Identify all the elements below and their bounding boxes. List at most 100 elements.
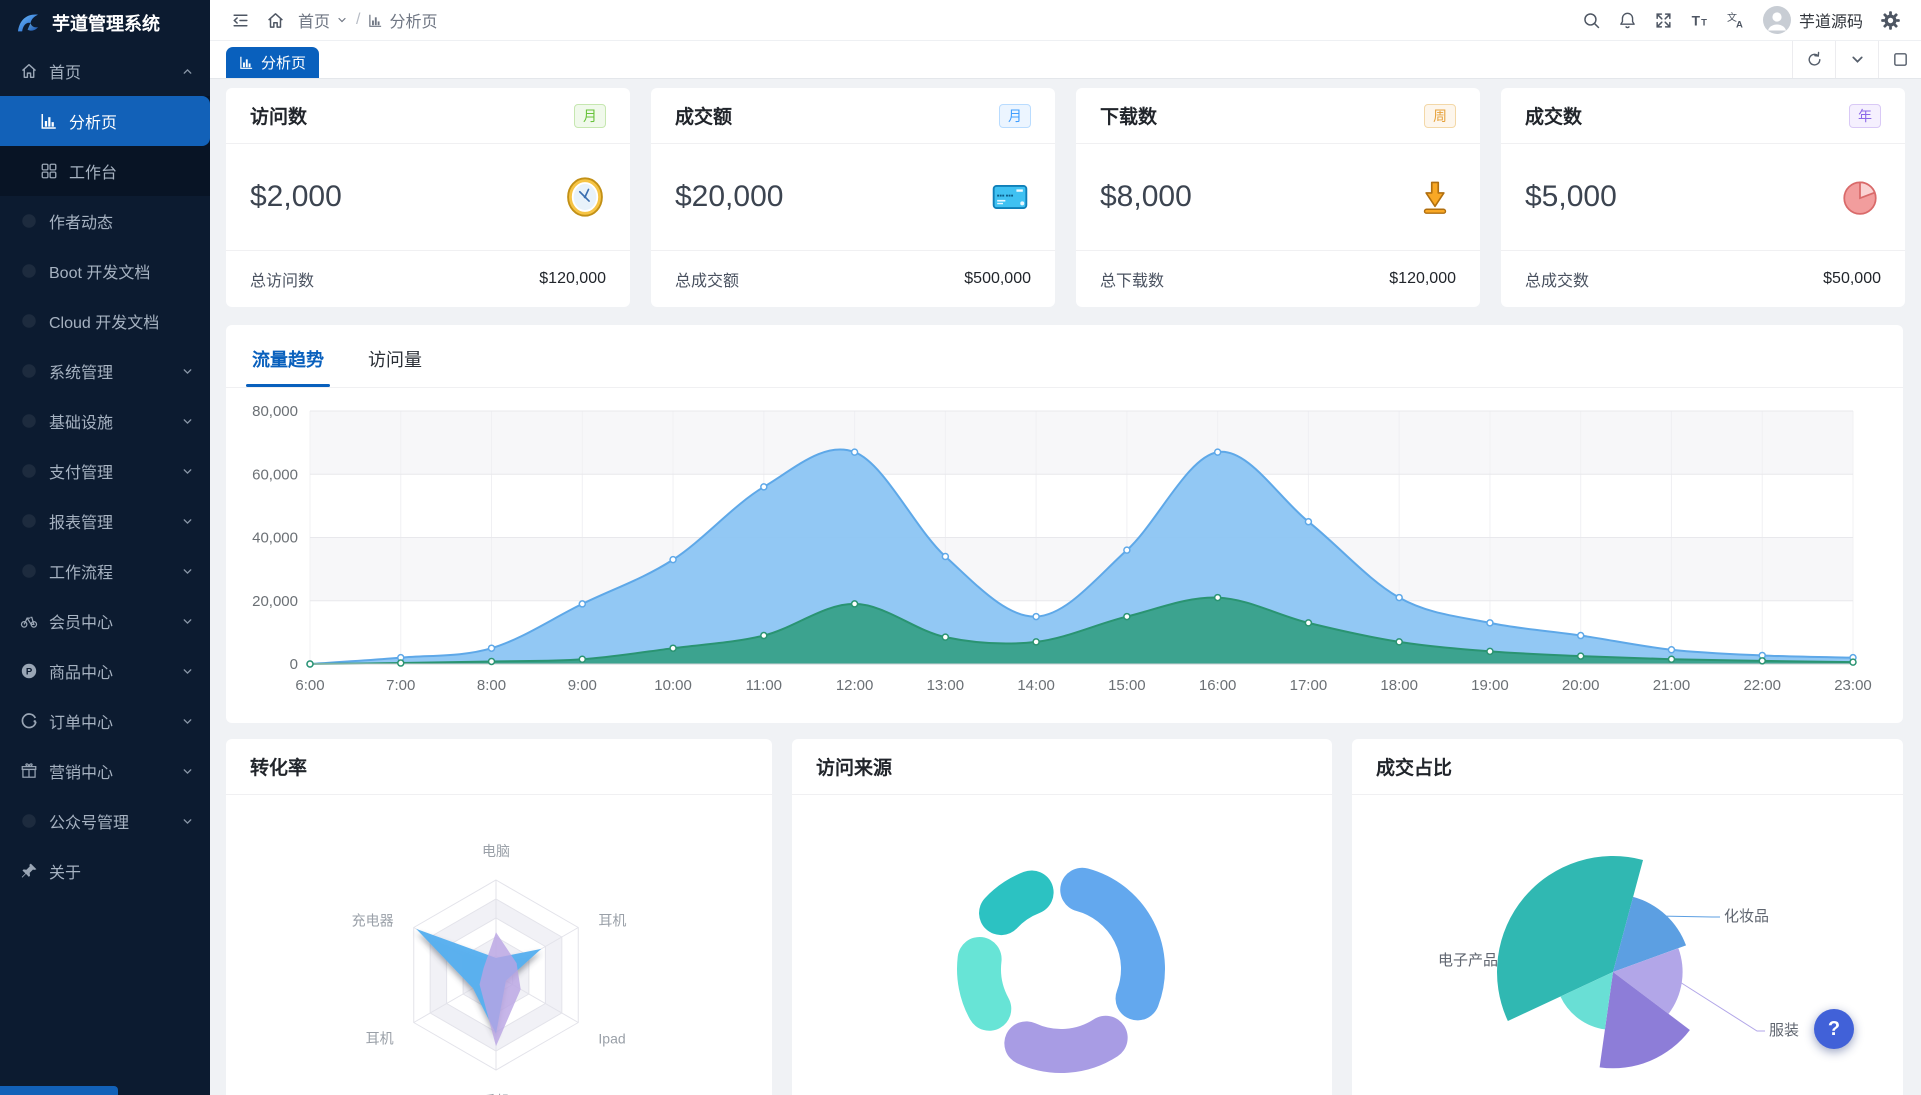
sidebar-item-label: 商品中心 bbox=[49, 665, 114, 682]
sidebar-fold-icon[interactable] bbox=[224, 4, 257, 37]
sidebar-item[interactable]: 系统管理 bbox=[0, 346, 210, 396]
tab-analysis-page[interactable]: 分析页 bbox=[226, 47, 320, 78]
sidebar-item[interactable]: 工作流程 bbox=[0, 546, 210, 596]
sidebar-subitem[interactable]: 工作台 bbox=[0, 146, 210, 196]
order-icon bbox=[20, 712, 38, 730]
maximize-icon[interactable] bbox=[1878, 41, 1921, 78]
home-icon[interactable] bbox=[259, 4, 292, 37]
app-logo[interactable]: 芋道管理系统 bbox=[0, 0, 210, 46]
sidebar-subitem[interactable]: 分析页 bbox=[0, 96, 210, 146]
sidebar-item[interactable]: 会员中心 bbox=[0, 596, 210, 646]
breadcrumb-item[interactable]: 分析页 bbox=[368, 8, 437, 32]
breadcrumb-item[interactable]: 首页 bbox=[298, 8, 348, 32]
download-icon bbox=[1414, 176, 1456, 218]
sidebar-item[interactable]: Cloud 开发文档 bbox=[0, 296, 210, 346]
sidebar-submenu: 分析页工作台 bbox=[0, 96, 210, 196]
svg-text:服装: 服装 bbox=[1769, 1022, 1799, 1039]
breadcrumb-separator: / bbox=[356, 11, 361, 28]
card-title: 转化率 bbox=[226, 739, 772, 795]
avatar bbox=[1762, 6, 1791, 34]
user-menu[interactable]: 芋道源码 bbox=[1755, 6, 1871, 34]
svg-text:12:00: 12:00 bbox=[836, 677, 874, 694]
sidebar-item[interactable]: 关于 bbox=[0, 846, 210, 896]
dot-icon bbox=[20, 212, 38, 230]
chevron-down-icon bbox=[181, 415, 194, 428]
stat-card: 成交额 月 $20,000 总成交额 $500,000 bbox=[651, 88, 1055, 307]
svg-text:耳机: 耳机 bbox=[598, 913, 626, 929]
svg-text:40,000: 40,000 bbox=[252, 530, 298, 547]
search-icon[interactable] bbox=[1575, 4, 1608, 37]
chevron-down-icon bbox=[181, 815, 194, 828]
sidebar-item-label: 公众号管理 bbox=[49, 815, 130, 832]
svg-text:P: P bbox=[26, 666, 33, 677]
sidebar-collapse-trigger[interactable] bbox=[0, 1086, 118, 1095]
sidebar-item-label: 系统管理 bbox=[49, 365, 114, 382]
sidebar-item[interactable]: 首页 bbox=[0, 46, 210, 96]
svg-text:A: A bbox=[1736, 19, 1743, 30]
sidebar-item-label: 工作流程 bbox=[49, 565, 114, 582]
sidebar-item-label: 支付管理 bbox=[49, 465, 114, 482]
chevron-down-icon bbox=[336, 14, 348, 26]
bank-card-icon bbox=[989, 176, 1031, 218]
svg-text:21:00: 21:00 bbox=[1653, 677, 1691, 694]
chevron-down-icon bbox=[181, 765, 194, 778]
sidebar-item[interactable]: 支付管理 bbox=[0, 446, 210, 496]
sidebar-item[interactable]: 作者动态 bbox=[0, 196, 210, 246]
sidebar-item-label: 营销中心 bbox=[49, 765, 114, 782]
svg-text:11:00: 11:00 bbox=[746, 677, 782, 694]
svg-text:10:00: 10:00 bbox=[654, 677, 692, 694]
sidebar-item[interactable]: 营销中心 bbox=[0, 746, 210, 796]
stat-card-title: 访问数 bbox=[250, 107, 308, 128]
user-name: 芋道源码 bbox=[1798, 14, 1863, 31]
sidebar-item-label: 首页 bbox=[49, 65, 82, 82]
sidebar-item[interactable]: 基础设施 bbox=[0, 396, 210, 446]
sidebar-item[interactable]: 报表管理 bbox=[0, 496, 210, 546]
svg-text:电子产品: 电子产品 bbox=[1438, 952, 1498, 969]
help-button[interactable]: ? bbox=[1814, 1009, 1854, 1049]
refresh-icon[interactable] bbox=[1792, 41, 1835, 78]
period-badge: 周 bbox=[1424, 103, 1456, 128]
chevron-down-icon[interactable] bbox=[1835, 41, 1878, 78]
dot-icon bbox=[20, 812, 38, 830]
stat-card: 访问数 月 $2,000 总访问数 $120,000 bbox=[226, 88, 630, 307]
sidebar-item[interactable]: Boot 开发文档 bbox=[0, 246, 210, 296]
svg-text:19:00: 19:00 bbox=[1471, 677, 1509, 694]
home-icon bbox=[20, 62, 38, 80]
sidebar-item[interactable]: 公众号管理 bbox=[0, 796, 210, 846]
sidebar-menu: 首页分析页工作台 作者动态 Boot 开发文档 Cloud 开发文档 系统管理基础设施支… bbox=[0, 46, 210, 896]
fullscreen-icon[interactable] bbox=[1647, 4, 1680, 37]
dot-icon bbox=[20, 562, 38, 580]
notification-bell-icon[interactable] bbox=[1611, 4, 1644, 37]
svg-text:7:00: 7:00 bbox=[386, 677, 415, 694]
svg-text:22:00: 22:00 bbox=[1743, 677, 1781, 694]
stat-card-footer-value: $120,000 bbox=[539, 269, 606, 287]
sidebar-item-label: 报表管理 bbox=[49, 515, 114, 532]
sidebar-item-label: Cloud 开发文档 bbox=[49, 315, 160, 332]
stat-card-footer-label: 总下载数 bbox=[1100, 272, 1165, 290]
sidebar-item-label: 分析页 bbox=[69, 115, 118, 132]
stat-card: 成交数 年 $5,000 总成交数 $50,000 bbox=[1501, 88, 1905, 307]
visit-source-card: 访问来源 bbox=[792, 739, 1332, 1095]
svg-text:20:00: 20:00 bbox=[1562, 677, 1600, 694]
trend-tab[interactable]: 访问量 bbox=[368, 350, 422, 370]
card-title: 访问来源 bbox=[792, 739, 1332, 795]
analysis-icon bbox=[368, 13, 383, 28]
sidebar: 芋道管理系统 首页分析页工作台 作者动态 Boot 开发文档 Cloud 开发文档 系统… bbox=[0, 0, 210, 1095]
gear-icon[interactable] bbox=[1874, 4, 1907, 37]
svg-text:化妆品: 化妆品 bbox=[1724, 908, 1769, 925]
stat-card-title: 成交额 bbox=[675, 107, 733, 128]
card-title: 成交占比 bbox=[1352, 739, 1903, 795]
trend-tab[interactable]: 流量趋势 bbox=[246, 346, 330, 387]
svg-text:60,000: 60,000 bbox=[252, 466, 298, 483]
sidebar-item[interactable]: 订单中心 bbox=[0, 696, 210, 746]
sidebar-item[interactable]: P 商品中心 bbox=[0, 646, 210, 696]
period-badge: 年 bbox=[1849, 103, 1881, 128]
dot-icon bbox=[20, 262, 38, 280]
chevron-down-icon bbox=[181, 615, 194, 628]
dot-icon bbox=[20, 312, 38, 330]
